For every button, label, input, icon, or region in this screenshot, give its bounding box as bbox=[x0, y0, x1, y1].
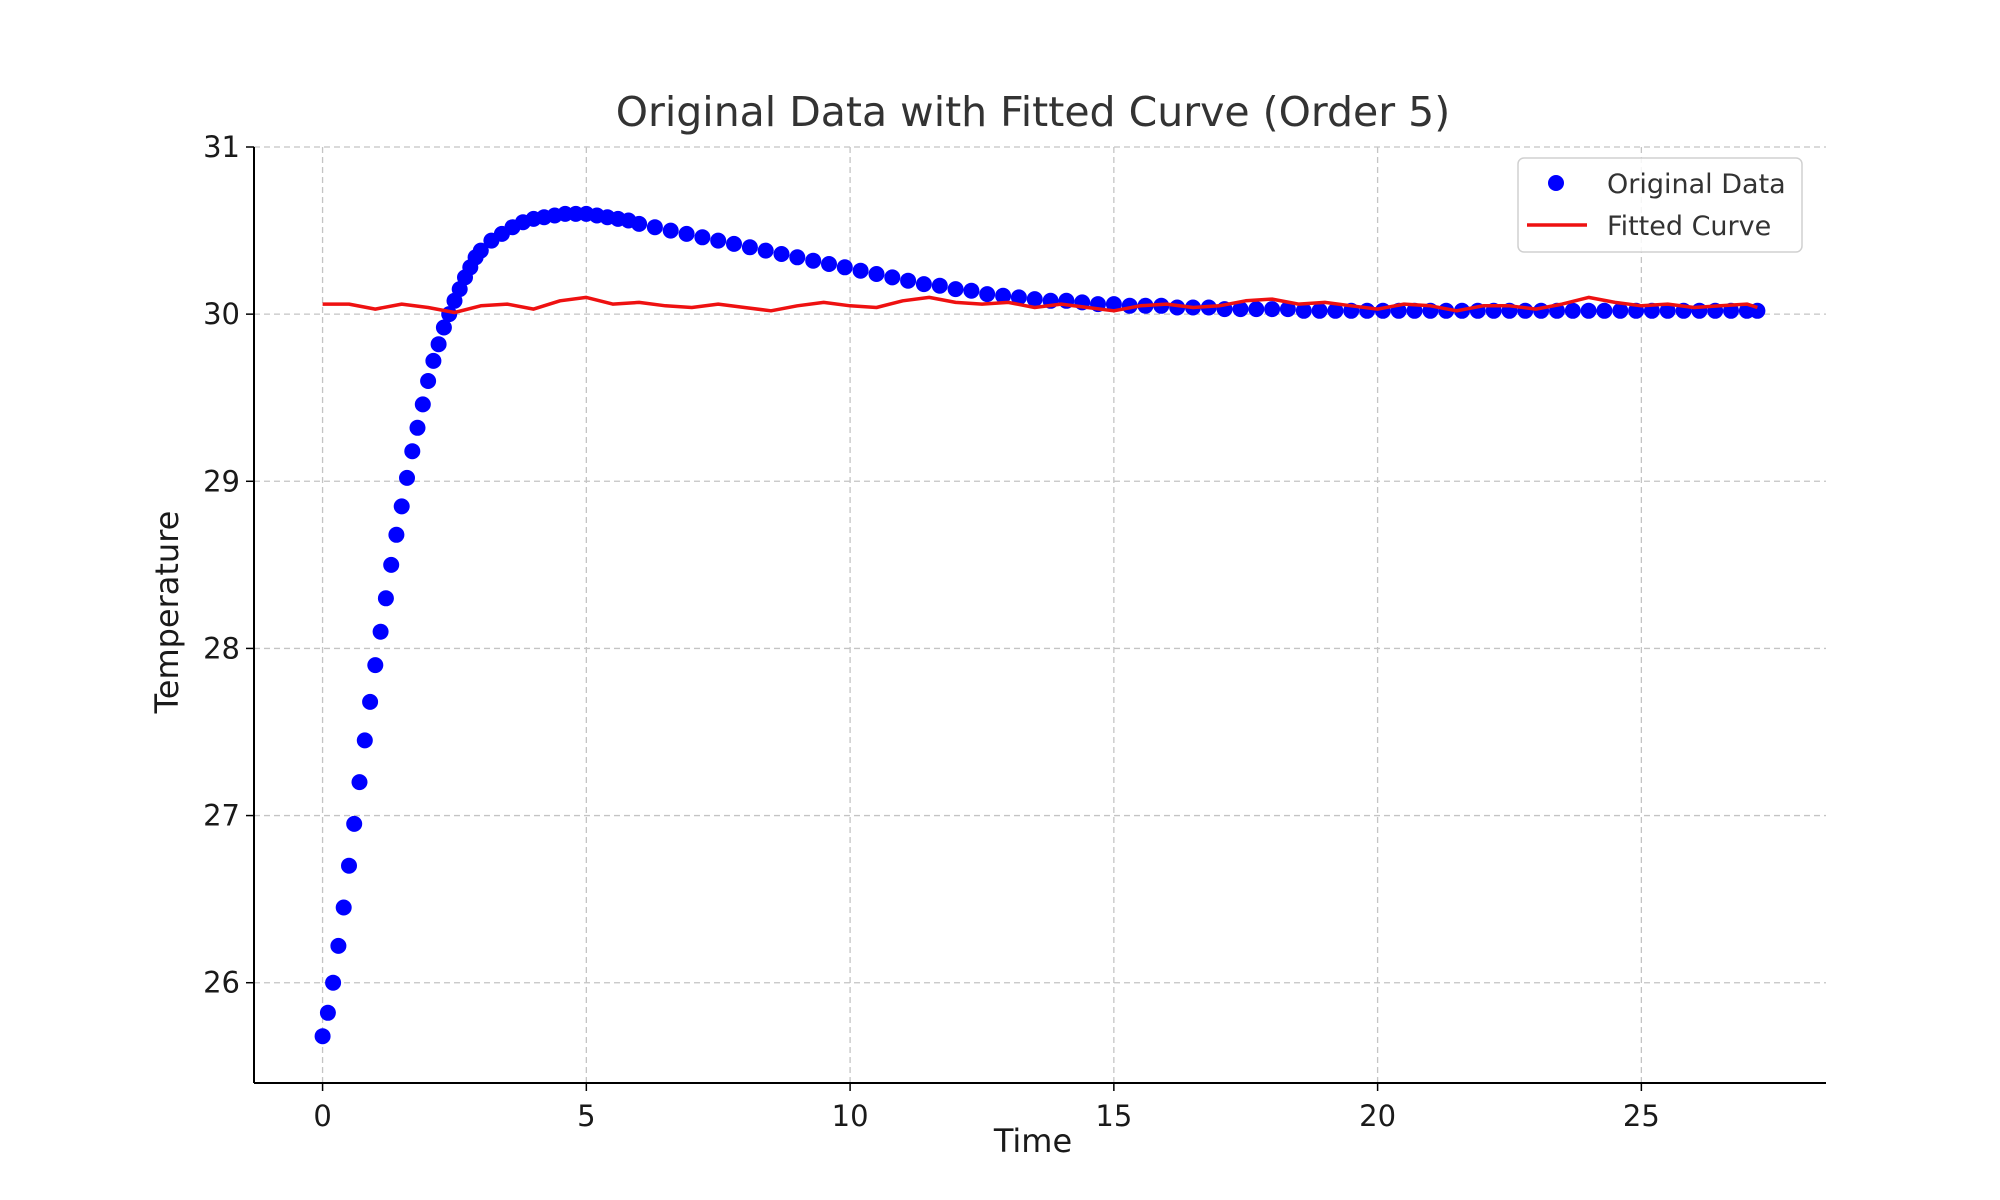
gridlines bbox=[254, 146, 1826, 1083]
data-point bbox=[1264, 301, 1281, 318]
data-point bbox=[789, 249, 806, 266]
data-point bbox=[314, 1028, 331, 1045]
data-point bbox=[351, 774, 368, 791]
x-tick-label: 15 bbox=[1095, 1099, 1132, 1133]
data-point bbox=[1232, 301, 1249, 318]
data-point bbox=[1279, 301, 1296, 318]
data-point bbox=[325, 974, 342, 991]
data-point bbox=[1026, 291, 1043, 308]
x-tick-label: 25 bbox=[1623, 1099, 1660, 1133]
data-point bbox=[1327, 302, 1344, 319]
data-point bbox=[1248, 301, 1265, 318]
data-point bbox=[341, 857, 357, 874]
y-tick-label: 29 bbox=[203, 464, 240, 498]
data-point bbox=[995, 287, 1012, 304]
data-point bbox=[388, 526, 405, 543]
x-axis-label: Time bbox=[993, 1122, 1072, 1160]
data-point bbox=[710, 232, 727, 249]
data-point bbox=[631, 215, 648, 232]
data-point bbox=[346, 815, 363, 832]
x-tick-label: 0 bbox=[313, 1099, 331, 1133]
x-tick-label: 5 bbox=[577, 1099, 595, 1133]
data-point bbox=[836, 259, 853, 276]
legend: Original Data Fitted Curve bbox=[1517, 157, 1803, 253]
data-point bbox=[1406, 302, 1423, 319]
fitted-curve-line bbox=[322, 295, 1758, 315]
data-point bbox=[963, 282, 980, 299]
data-point bbox=[435, 319, 452, 336]
data-point bbox=[1659, 302, 1676, 319]
data-point bbox=[741, 239, 758, 256]
y-tick-label: 28 bbox=[203, 631, 240, 665]
x-tick-label: 10 bbox=[832, 1099, 869, 1133]
data-point bbox=[404, 443, 421, 460]
axes bbox=[253, 147, 1826, 1084]
data-point bbox=[1010, 289, 1027, 306]
data-point bbox=[399, 469, 415, 486]
series-fitted-curve bbox=[322, 295, 1758, 315]
data-point bbox=[915, 276, 932, 293]
data-point bbox=[1580, 302, 1597, 319]
data-point bbox=[979, 286, 996, 303]
data-point bbox=[1311, 302, 1328, 319]
data-point bbox=[852, 262, 869, 279]
data-point bbox=[409, 419, 426, 436]
data-point bbox=[319, 1004, 336, 1021]
data-point bbox=[726, 235, 742, 252]
data-point bbox=[757, 242, 774, 259]
legend-label-original-data: Original Data bbox=[1607, 169, 1786, 200]
y-tick-label: 26 bbox=[203, 966, 240, 1000]
data-point bbox=[393, 498, 410, 515]
data-point bbox=[1596, 302, 1613, 319]
chart-title: Original Data with Fitted Curve (Order 5… bbox=[616, 88, 1450, 136]
data-point bbox=[931, 277, 948, 294]
data-point bbox=[356, 732, 373, 749]
data-point bbox=[646, 219, 663, 236]
data-point bbox=[1517, 302, 1534, 319]
data-point bbox=[372, 623, 389, 640]
y-axis-label: Temperature bbox=[148, 511, 186, 715]
data-point bbox=[1105, 296, 1122, 313]
y-tick-label: 30 bbox=[203, 297, 240, 331]
data-point bbox=[362, 693, 379, 710]
data-point bbox=[383, 556, 400, 573]
data-point bbox=[773, 246, 790, 262]
legend-label-fitted-curve: Fitted Curve bbox=[1607, 211, 1771, 242]
y-tick-label: 31 bbox=[203, 130, 240, 164]
data-point bbox=[420, 373, 437, 389]
data-point bbox=[1295, 302, 1312, 319]
data-point bbox=[678, 225, 695, 242]
data-point bbox=[821, 256, 837, 272]
data-point bbox=[330, 937, 347, 954]
legend-frame bbox=[1517, 157, 1803, 253]
data-point bbox=[472, 242, 489, 259]
data-point bbox=[335, 899, 352, 916]
data-point bbox=[694, 229, 711, 246]
data-point bbox=[1612, 302, 1629, 319]
data-point bbox=[425, 352, 442, 369]
data-point bbox=[367, 657, 384, 674]
data-point bbox=[662, 222, 679, 239]
data-point bbox=[868, 266, 885, 282]
legend-marker-original-data bbox=[1548, 175, 1564, 191]
data-point bbox=[377, 590, 394, 607]
data-point bbox=[805, 252, 822, 269]
data-point bbox=[430, 336, 447, 353]
data-point bbox=[900, 272, 917, 289]
data-point bbox=[947, 281, 964, 298]
x-axis-ticks: 0 5 10 15 20 25 bbox=[313, 1083, 1660, 1133]
data-point bbox=[1564, 302, 1581, 319]
data-point bbox=[884, 269, 901, 286]
y-axis-ticks: 26 27 28 29 30 31 bbox=[203, 130, 254, 1000]
data-point bbox=[414, 396, 431, 413]
x-tick-label: 20 bbox=[1359, 1099, 1396, 1133]
series-original-data bbox=[314, 205, 1766, 1045]
data-point bbox=[1359, 302, 1376, 319]
y-tick-label: 27 bbox=[203, 799, 240, 833]
